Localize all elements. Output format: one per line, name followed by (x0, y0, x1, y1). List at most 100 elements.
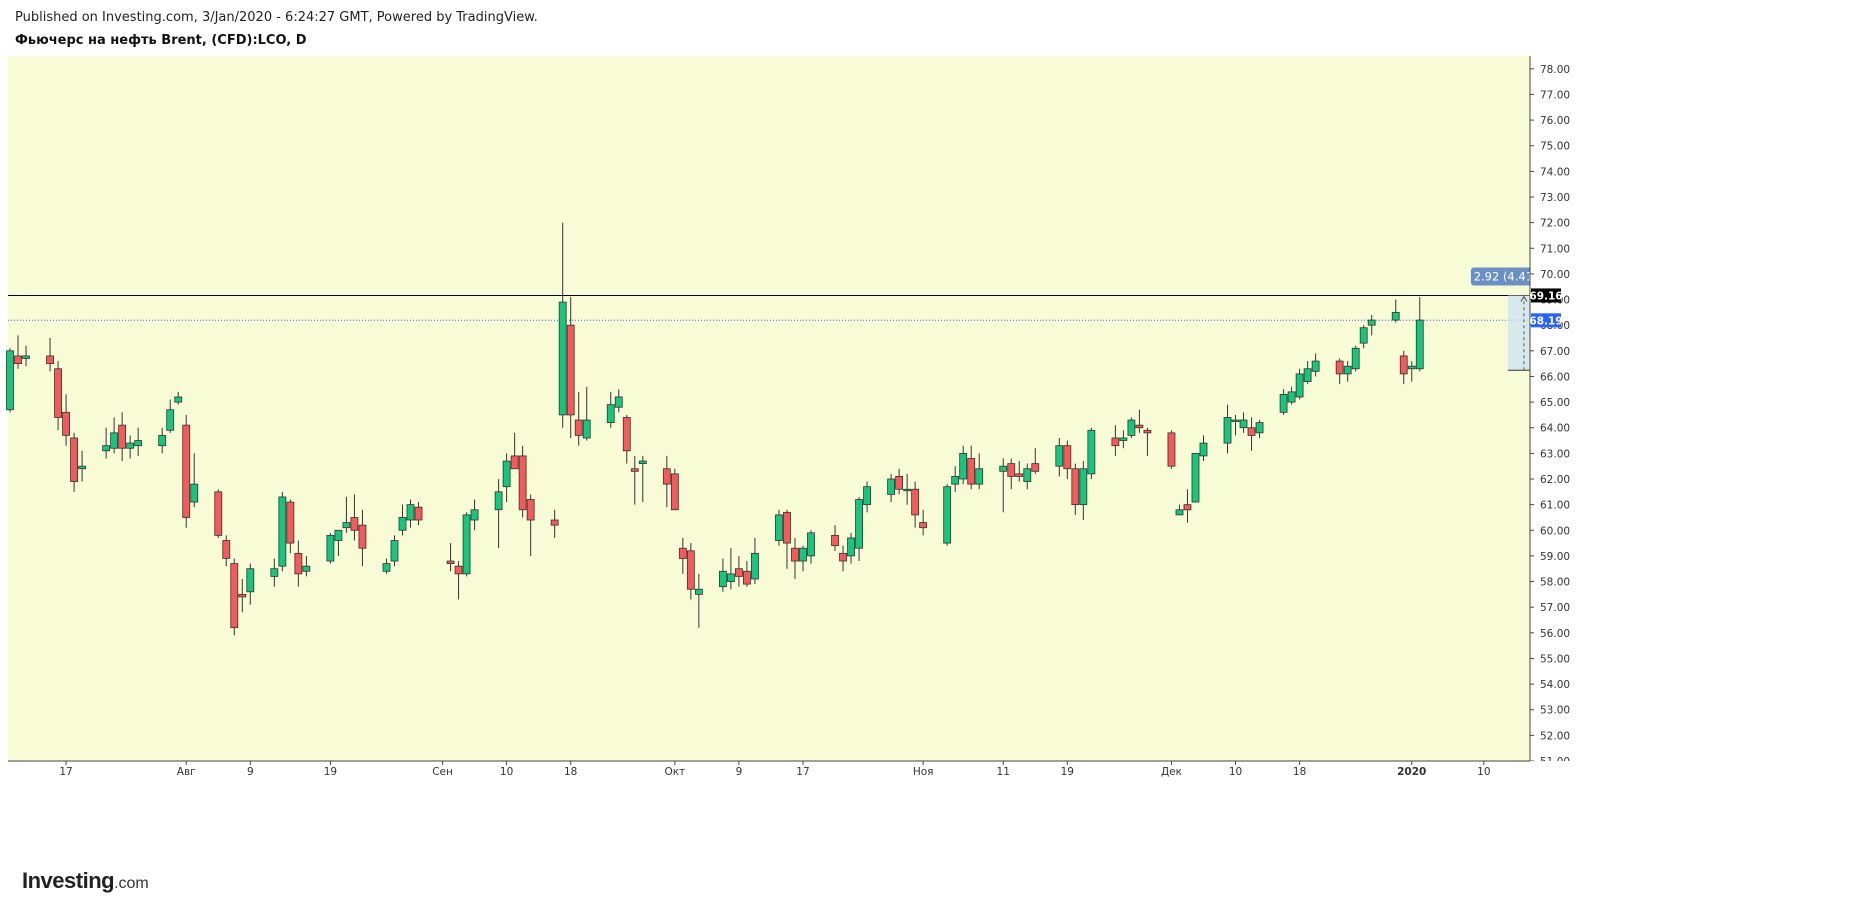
candle-body (887, 478, 895, 495)
candle (406, 499, 415, 528)
price-label: 69.16 (1529, 290, 1562, 302)
candle (14, 335, 22, 369)
candle-body (919, 522, 928, 529)
candle (638, 455, 647, 503)
candle (110, 417, 119, 454)
candle (1143, 427, 1152, 456)
candle-body (1071, 468, 1080, 506)
candle-body (1399, 355, 1408, 375)
candle (462, 512, 471, 577)
candle-body (911, 488, 920, 516)
candle-body (1031, 463, 1040, 472)
candle (494, 479, 503, 549)
candle-body (1007, 463, 1016, 477)
price-tick-label: 71.00 (1540, 243, 1570, 255)
candle-body (1303, 368, 1312, 382)
candle-body (118, 424, 127, 449)
horizontal-lines (8, 294, 1530, 321)
candle (1223, 404, 1232, 454)
candle (1183, 489, 1192, 523)
candle (1311, 353, 1320, 377)
time-axis[interactable]: 17 Авг 9 19 Сен 10 18 Окт 9 17 Ноя 11 19 Дек 10 18 2020 1… (0, 760, 1853, 924)
candle (887, 473, 895, 503)
plot-area[interactable] (8, 56, 1530, 761)
candle-body (1359, 327, 1368, 344)
candle-body (670, 473, 679, 511)
candle-body (1367, 319, 1376, 326)
time-tick-label: 10 (1229, 766, 1242, 778)
time-axis-bg (0, 761, 1853, 924)
candlestick-chart[interactable]: 2.92 (4.41%) 292 78.0077.0076.0075.0074.… (0, 56, 1853, 924)
candle (1071, 463, 1080, 515)
candle-body (1415, 319, 1424, 370)
candle (1111, 425, 1120, 456)
candle (903, 473, 912, 505)
candle-body (574, 419, 583, 436)
candle-body (62, 411, 70, 436)
candle (1007, 458, 1016, 490)
candle-body (606, 404, 615, 423)
candle-body (903, 488, 912, 492)
candle-body (406, 504, 415, 521)
time-tick-label: 9 (736, 766, 743, 778)
candle-body (518, 455, 527, 511)
time-tick-label: 18 (564, 766, 577, 778)
candle-body (839, 552, 847, 562)
candle (1303, 361, 1312, 385)
candle-body (951, 476, 960, 485)
candle-body (126, 442, 135, 449)
candle-body (1239, 419, 1248, 429)
candle-body (166, 409, 175, 431)
candle (286, 499, 295, 554)
candle (670, 468, 679, 511)
candle (847, 532, 855, 564)
candle-body (494, 491, 503, 511)
price-tick-label: 78.00 (1540, 64, 1570, 76)
candle (1359, 325, 1368, 349)
candle-body (743, 570, 751, 585)
price-tick-label: 72.00 (1540, 218, 1570, 230)
candle-body (582, 419, 591, 439)
candle-body (526, 499, 535, 521)
price-axis[interactable]: 78.00 77.00 76.00 75.00 74.00 73.00 72.00 71.00… (1529, 56, 1853, 768)
price-tick-label: 53.00 (1540, 705, 1570, 717)
candle (238, 578, 247, 613)
candle-body (1167, 432, 1176, 467)
candle (622, 414, 631, 464)
candle (214, 489, 223, 538)
candle-body (1135, 424, 1144, 429)
candle-body (390, 540, 399, 562)
candle (294, 540, 303, 587)
candle (246, 563, 255, 605)
price-tick-label: 63.00 (1540, 448, 1570, 460)
candle-body (470, 509, 479, 521)
candle (959, 445, 968, 485)
candle-body (110, 432, 119, 449)
candle (334, 529, 343, 556)
price-tick-label: 62.00 (1540, 474, 1570, 486)
candle-body (1391, 311, 1400, 321)
candle-body (1199, 442, 1208, 457)
candle-body (638, 460, 647, 465)
candle (510, 432, 519, 470)
candle-body (1343, 365, 1352, 375)
candle (686, 543, 695, 600)
candle (398, 504, 407, 536)
candle (526, 494, 535, 556)
candle (751, 537, 759, 585)
candle (1063, 440, 1072, 479)
candle (1415, 296, 1424, 372)
price-tick-label: 54.00 (1540, 679, 1570, 691)
candle-body (134, 440, 143, 447)
candle (855, 496, 863, 562)
price-label-bg (1531, 313, 1561, 328)
candle (302, 555, 311, 577)
candle (70, 432, 78, 492)
candle-body (22, 355, 30, 359)
candle (222, 535, 231, 567)
candle (1295, 368, 1304, 400)
time-tick-label: 19 (324, 766, 337, 778)
candle (342, 496, 351, 533)
candle (454, 561, 463, 600)
candle (807, 530, 815, 564)
